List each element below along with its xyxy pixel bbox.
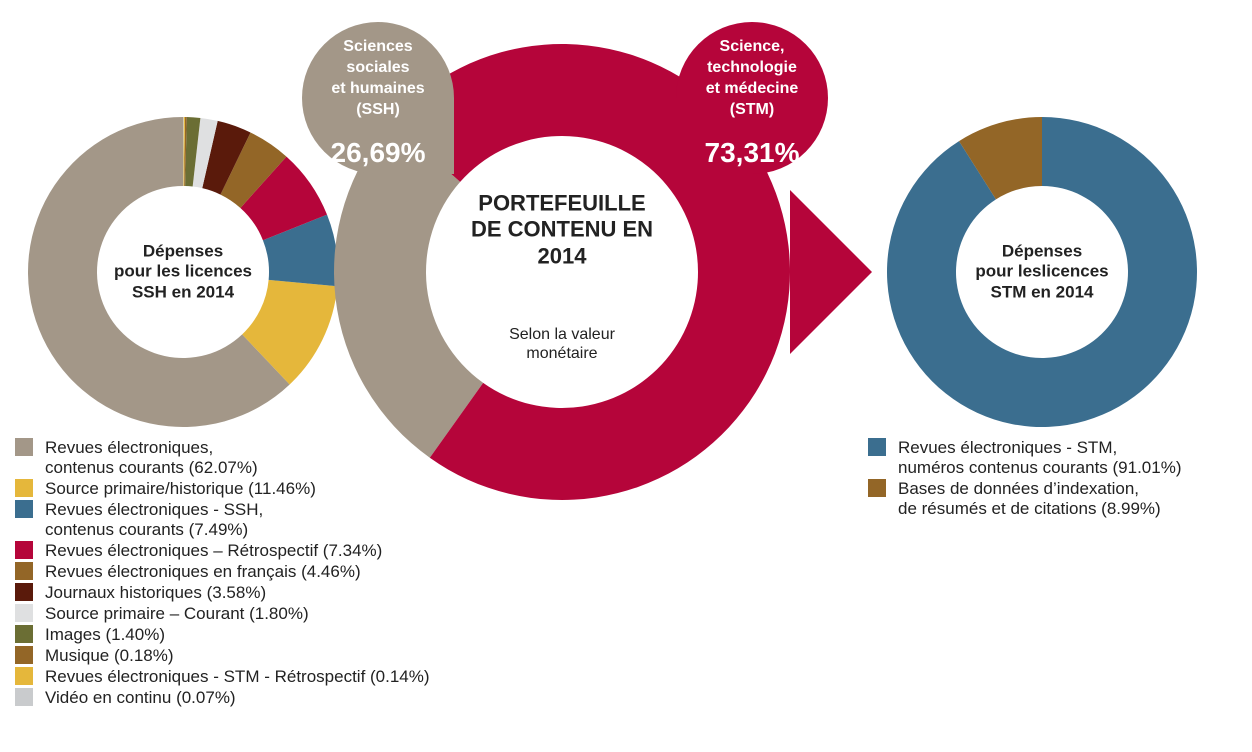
legend-swatch: [15, 688, 33, 706]
legend-label: Revues électroniques - STM, numéros cont…: [898, 438, 1182, 477]
legend-swatch: [15, 500, 33, 518]
donut-slice: [220, 132, 287, 208]
donut-slice: [262, 214, 338, 287]
donut-slice: [959, 117, 1042, 200]
bubble-label: Science, technologie et médecine (STM): [705, 38, 799, 118]
legend-item: Revues électroniques en français (4.46%): [15, 562, 361, 582]
donut-slice: [886, 117, 1197, 427]
bubble-value: 26,69%: [330, 137, 426, 169]
legend-item: Bases de données d’indexation, de résumé…: [868, 479, 1161, 519]
donut-slice: [192, 117, 218, 189]
donut-slice: [184, 117, 187, 187]
donut-slice: [185, 117, 201, 187]
legend-item: Source primaire – Courant (1.80%): [15, 604, 309, 624]
legend-swatch: [868, 479, 886, 497]
legend-item: Vidéo en continu (0.07%): [15, 688, 236, 708]
legend-label: Vidéo en continu (0.07%): [45, 688, 236, 707]
donut-slice: [202, 120, 251, 195]
legend-item: Revues électroniques - STM - Rétrospecti…: [15, 667, 430, 687]
legend-swatch: [15, 479, 33, 497]
legend-label: Journaux historiques (3.58%): [45, 583, 267, 602]
bubble-corner: [676, 98, 752, 174]
legend-swatch: [15, 625, 33, 643]
donut-slice: [240, 156, 328, 241]
legend-swatch: [15, 562, 33, 580]
legend-swatch: [15, 667, 33, 685]
legend-swatch: [15, 604, 33, 622]
donut-subtitle: Selon la valeur monétaire: [509, 325, 615, 362]
donut-title: Dépenses pour leslicences STM en 2014: [975, 241, 1109, 302]
legend-item: Revues électroniques – Rétrospectif (7.3…: [15, 541, 382, 561]
legend-label: Musique (0.18%): [45, 646, 174, 665]
legend-swatch: [15, 583, 33, 601]
donut-slice: [183, 117, 184, 187]
legend-swatch: [15, 646, 33, 664]
legend-swatch: [868, 438, 886, 456]
legend-label: Revues électroniques en français (4.46%): [45, 562, 361, 581]
donut-title: Dépenses pour les licences SSH en 2014: [114, 241, 252, 302]
donut-slice: [183, 117, 186, 187]
bubble-label: Sciences sociales et humaines (SSH): [331, 38, 425, 118]
legend-item: Images (1.40%): [15, 625, 165, 645]
legend-item: Musique (0.18%): [15, 646, 174, 666]
legend-item: Revues électroniques - STM, numéros cont…: [868, 438, 1182, 478]
legend-item: Journaux historiques (3.58%): [15, 583, 266, 603]
legend-label: Revues électroniques – Rétrospectif (7.3…: [45, 541, 383, 560]
legend-label: Images (1.40%): [45, 625, 165, 644]
donut-slice: [28, 117, 290, 427]
bubble-corner: [378, 98, 454, 174]
legend-swatch: [15, 438, 33, 456]
legend-item: Revues électroniques - SSH, contenus cou…: [15, 500, 263, 540]
legend-item: Revues électroniques, contenus courants …: [15, 438, 258, 478]
legend-swatch: [15, 541, 33, 559]
legend-label: Revues électroniques, contenus courants …: [45, 438, 258, 477]
legend-item: Source primaire/historique (11.46%): [15, 479, 316, 499]
legend-label: Revues électroniques - STM - Rétrospecti…: [45, 667, 430, 686]
legend-label: Revues électroniques - SSH, contenus cou…: [45, 500, 264, 539]
donut-slice: [334, 120, 484, 458]
donut-slice: [242, 279, 338, 385]
donut-title: PORTEFEUILLE DE CONTENU EN 2014: [470, 190, 654, 269]
legend-label: Source primaire/historique (11.46%): [45, 479, 316, 498]
legend-label: Source primaire – Courant (1.80%): [45, 604, 309, 623]
bubble-value: 73,31%: [704, 137, 800, 169]
legend-label: Bases de données d’indexation, de résumé…: [898, 479, 1161, 518]
arrow: [790, 190, 872, 354]
